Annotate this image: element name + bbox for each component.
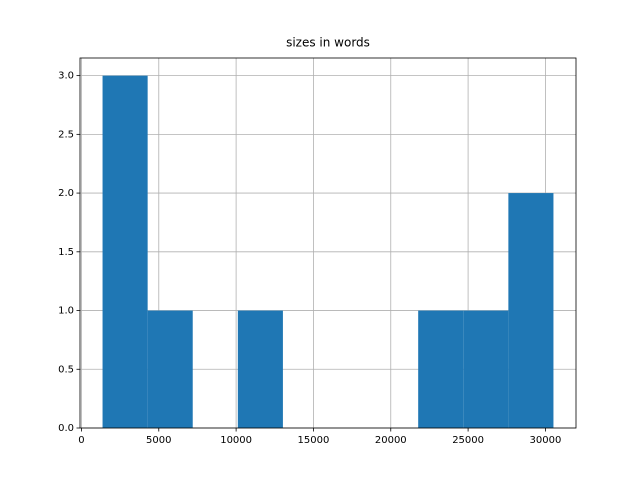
x-tick-label: 25000 [452,435,484,446]
y-tick-label: 2.0 [58,188,74,199]
x-tick-label: 5000 [146,435,171,446]
y-tick-label: 1.5 [58,247,74,258]
plot-frame [79,57,577,429]
x-tick-label: 0 [78,435,84,446]
y-tick-label: 3.0 [58,71,74,82]
bar [237,310,283,428]
chart-title: sizes in words [286,36,370,50]
x-tick-label: 15000 [298,435,330,446]
x-tick-label: 30000 [530,435,562,446]
y-tick-label: 1.0 [58,306,74,317]
bar [418,310,464,428]
bar [463,310,509,428]
bar [102,75,148,428]
bar [508,193,554,428]
y-tick-label: 2.5 [58,129,74,140]
y-tick-label: 0.0 [58,423,74,434]
x-tick-label: 20000 [375,435,407,446]
y-tick-label: 0.5 [58,364,74,375]
x-tick-label: 10000 [220,435,252,446]
bar [147,310,193,428]
